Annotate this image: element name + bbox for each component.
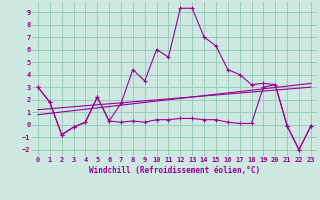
X-axis label: Windchill (Refroidissement éolien,°C): Windchill (Refroidissement éolien,°C) (89, 166, 260, 175)
